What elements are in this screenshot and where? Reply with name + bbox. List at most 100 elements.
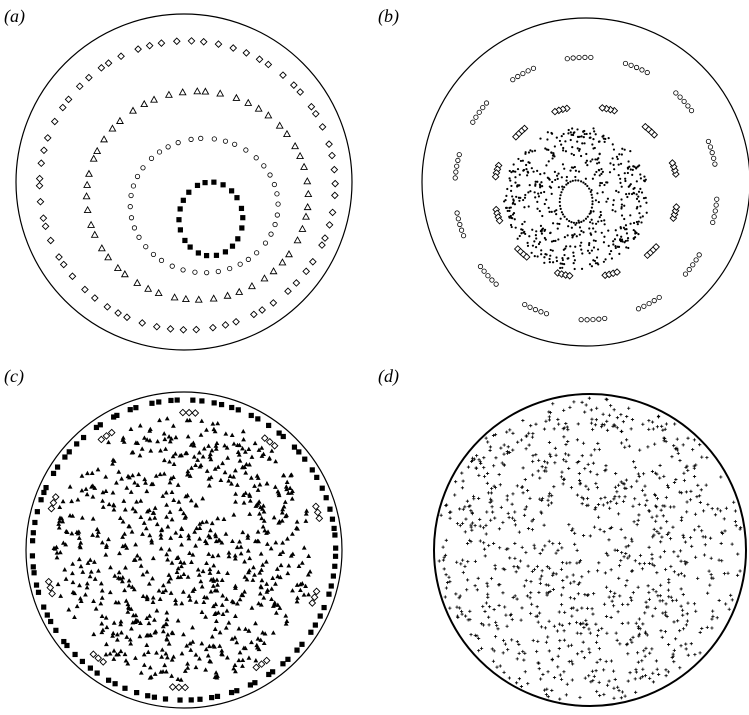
series-2-point	[132, 619, 138, 625]
series-0-point	[442, 555, 446, 559]
series-2-point	[274, 212, 280, 218]
series-0-point	[679, 571, 683, 576]
series-2-point	[543, 190, 546, 194]
series-0-point	[294, 647, 300, 653]
series-2-point	[261, 518, 267, 523]
series-2-point	[557, 186, 560, 189]
series-2-point	[607, 229, 610, 232]
series-0-point	[564, 459, 568, 463]
series-2-point	[204, 519, 209, 524]
series-0-point	[631, 635, 635, 639]
series-2-point	[257, 511, 262, 516]
series-0-point	[520, 485, 524, 489]
series-2-point	[590, 189, 593, 192]
series-2-point	[100, 504, 106, 509]
series-2-point	[625, 232, 629, 235]
series-2-point	[576, 128, 579, 131]
series-2-point	[259, 577, 265, 583]
series-2-point	[103, 615, 109, 620]
series-2-point	[627, 246, 630, 250]
series-0-point	[670, 655, 674, 660]
series-3-point	[565, 218, 568, 221]
series-2-point	[74, 603, 80, 609]
series-2-point	[546, 131, 549, 134]
series-0-point	[580, 650, 584, 654]
poincare-section-c	[25, 391, 343, 709]
series-2-point	[148, 155, 155, 161]
series-0-point	[637, 617, 641, 621]
series-2-point	[256, 447, 262, 452]
series-2-point	[616, 234, 619, 237]
series-2-point	[596, 162, 599, 165]
series-2-point	[111, 502, 116, 507]
series-0-point	[561, 578, 565, 583]
series-0-point	[532, 307, 539, 313]
series-2-point	[573, 165, 576, 169]
series-0-point	[522, 513, 527, 517]
series-2-point	[639, 177, 642, 180]
series-0-point	[494, 456, 498, 460]
series-0-point	[489, 491, 493, 495]
series-0-point	[544, 469, 548, 473]
series-0-point	[683, 562, 688, 566]
series-0-point	[559, 677, 564, 681]
series-0-point	[81, 285, 89, 294]
series-2-point	[612, 243, 615, 246]
series-2-point	[595, 222, 598, 225]
series-2-point	[289, 472, 294, 477]
series-0-point	[61, 638, 67, 645]
series-3-point	[558, 204, 562, 208]
series-2-point	[536, 180, 539, 183]
series-0-point	[642, 649, 646, 653]
series-0-point	[540, 569, 544, 573]
series-2-point	[144, 615, 150, 621]
series-2-point	[51, 545, 57, 550]
series-2-point	[169, 517, 175, 522]
series-2-point	[193, 502, 199, 507]
series-2-point	[576, 140, 579, 143]
series-1-point	[216, 89, 225, 97]
series-2-point	[140, 593, 146, 599]
series-0-point	[497, 472, 501, 477]
series-2-point	[99, 540, 105, 545]
series-0-point	[679, 644, 683, 648]
series-0-point	[528, 496, 532, 500]
series-0-point	[523, 507, 527, 511]
series-0-point	[589, 680, 593, 684]
series-0-point	[50, 117, 59, 126]
series-2-point	[150, 595, 156, 600]
series-0-point	[557, 422, 561, 426]
series-2-point	[628, 192, 631, 195]
series-0-point	[59, 260, 68, 269]
series-2-point	[262, 631, 268, 636]
series-2-point	[167, 439, 173, 444]
series-0-point	[452, 175, 458, 181]
series-0-point	[565, 575, 569, 579]
series-2-point	[218, 477, 224, 483]
series-0-point	[469, 523, 473, 527]
series-2-point	[611, 209, 614, 212]
series-0-point	[666, 483, 670, 487]
series-0-point	[318, 123, 327, 131]
series-0-point	[558, 673, 562, 677]
series-0-point	[446, 580, 450, 585]
series-2-point	[531, 228, 534, 231]
series-2-point	[618, 252, 621, 255]
series-0-point	[487, 605, 492, 609]
series-2-point	[264, 581, 270, 586]
series-0-point	[544, 693, 549, 697]
series-0-point	[567, 660, 571, 664]
series-0-point	[249, 310, 258, 319]
series-0-point	[503, 605, 507, 609]
series-1-point	[260, 434, 269, 442]
series-2-point	[566, 234, 569, 237]
series-0-point	[562, 435, 566, 439]
series-2-point	[530, 251, 533, 254]
series-0-point	[552, 624, 556, 628]
series-0-point	[331, 191, 339, 200]
series-2-point	[213, 601, 219, 607]
series-0-point	[640, 488, 645, 492]
series-2-point	[256, 600, 262, 606]
series-2-point	[70, 513, 76, 518]
series-2-point	[273, 458, 279, 464]
